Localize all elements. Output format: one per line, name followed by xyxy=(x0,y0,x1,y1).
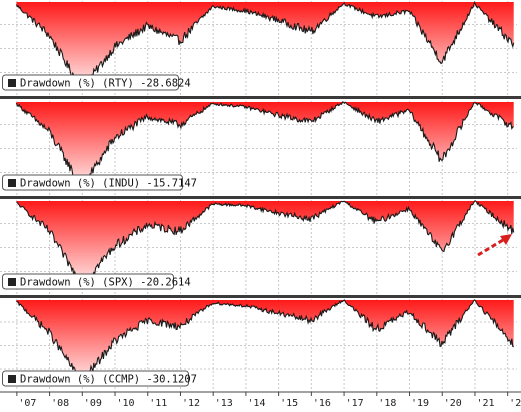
panel-separator xyxy=(0,96,521,99)
x-tick-label: '11 xyxy=(149,398,167,409)
arrow-shaft xyxy=(477,238,504,257)
x-tick-label: '14 xyxy=(247,398,265,409)
panel-2: Drawdown (%) (INDU) -15.7147 xyxy=(0,101,521,199)
legend-label: Drawdown (%) (SPX) -20.2614 xyxy=(20,277,191,289)
x-tick-label: '15 xyxy=(280,398,298,409)
x-tick-label: '22 xyxy=(509,398,521,409)
x-tick-label: '20 xyxy=(444,398,462,409)
drawdown-line xyxy=(15,0,515,90)
x-tick-label: '08 xyxy=(51,398,69,409)
legend: Drawdown (%) (RTY) -28.6824 xyxy=(2,74,191,91)
panel-separator xyxy=(0,295,521,298)
legend-box xyxy=(2,273,174,290)
drawdown-area xyxy=(16,2,514,90)
x-tick-label: '21 xyxy=(476,398,494,409)
arrow-head xyxy=(500,234,512,245)
drawdown-area xyxy=(16,300,514,385)
x-tick-label: '16 xyxy=(313,398,331,409)
x-tick-label: '10 xyxy=(117,398,135,409)
x-tick-label: '07 xyxy=(18,398,36,409)
x-tick-label: '17 xyxy=(346,398,364,409)
legend-box xyxy=(2,174,183,191)
panel-3: Drawdown (%) (SPX) -20.2614 xyxy=(0,200,521,298)
legend-box xyxy=(2,74,179,91)
panel-4: Drawdown (%) (CCMP) -30.1207 xyxy=(0,299,517,392)
drawdown-area xyxy=(16,201,514,289)
x-tick-label: '19 xyxy=(411,398,429,409)
legend-swatch xyxy=(8,179,16,187)
x-tick-label: '09 xyxy=(84,398,102,409)
legend-swatch xyxy=(8,79,16,87)
legend-label: Drawdown (%) (CCMP) -30.1207 xyxy=(20,374,197,386)
drawdown-area xyxy=(16,102,514,190)
legend: Drawdown (%) (CCMP) -30.1207 xyxy=(2,370,197,387)
legend-label: Drawdown (%) (RTY) -28.6824 xyxy=(20,78,191,90)
legend-box xyxy=(2,370,189,387)
arrow-annotation xyxy=(477,234,512,257)
drawdown-line xyxy=(16,200,515,289)
panel-1: Drawdown (%) (RTY) -28.6824 xyxy=(0,0,521,99)
x-tick-label: '12 xyxy=(182,398,200,409)
legend-swatch xyxy=(8,375,16,383)
legend-label: Drawdown (%) (INDU) -15.7147 xyxy=(20,178,197,190)
x-tick-label: '13 xyxy=(215,398,233,409)
legend: Drawdown (%) (SPX) -20.2614 xyxy=(2,273,191,290)
legend-swatch xyxy=(8,278,16,286)
drawdown-line xyxy=(15,299,514,385)
drawdown-line xyxy=(15,101,514,190)
panel-separator xyxy=(0,196,521,199)
legend: Drawdown (%) (INDU) -15.7147 xyxy=(2,174,197,191)
x-tick-label: '18 xyxy=(378,398,396,409)
